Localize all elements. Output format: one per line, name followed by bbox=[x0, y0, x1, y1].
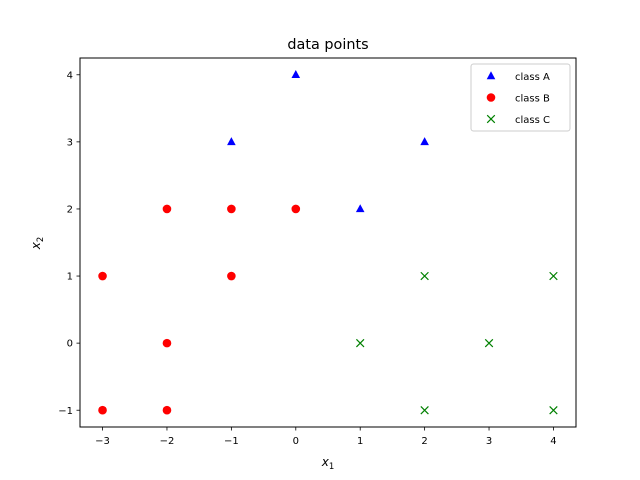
legend-box bbox=[470, 63, 571, 132]
y-axis-label: x2 bbox=[29, 237, 46, 251]
y-tick-label: −1 bbox=[58, 406, 73, 417]
chart-title: data points bbox=[287, 37, 368, 53]
plot-area bbox=[98, 70, 558, 415]
data-point-class-b bbox=[162, 338, 172, 348]
legend-label-class-c: class C bbox=[515, 115, 550, 126]
x-tick-label: 4 bbox=[550, 436, 556, 447]
data-point-class-b bbox=[162, 405, 172, 415]
legend-label-class-a: class A bbox=[515, 72, 550, 83]
data-point-class-c bbox=[420, 271, 429, 281]
data-point-class-a bbox=[420, 137, 429, 146]
x-axis: −3 −2 −1 0 1 2 3 4 bbox=[95, 427, 557, 447]
data-point-class-b bbox=[291, 204, 301, 214]
x-tick-label: −3 bbox=[95, 436, 110, 447]
x-axis-label: x1 bbox=[321, 455, 335, 472]
data-point-class-a bbox=[227, 137, 236, 146]
data-point-class-b bbox=[162, 204, 172, 214]
legend: class A class B class C bbox=[470, 63, 571, 132]
y-tick-label: 0 bbox=[67, 339, 73, 350]
data-point-class-c bbox=[549, 406, 558, 415]
y-tick-label: 4 bbox=[67, 70, 73, 81]
data-point-class-b bbox=[227, 271, 236, 281]
data-point-class-c bbox=[420, 406, 429, 415]
x-tick-label: −2 bbox=[160, 436, 175, 447]
x-tick-label: 1 bbox=[357, 436, 363, 447]
x-tick-label: −1 bbox=[224, 436, 239, 447]
data-point-class-c bbox=[549, 271, 558, 281]
data-point-class-a bbox=[355, 204, 365, 213]
y-axis: −1 0 1 2 3 4 bbox=[58, 70, 80, 417]
legend-marker-class-c bbox=[486, 114, 496, 124]
legend-marker-class-b bbox=[486, 93, 496, 102]
data-point-class-c bbox=[484, 338, 494, 348]
data-point-class-c bbox=[355, 338, 365, 348]
data-point-class-a bbox=[291, 70, 301, 78]
y-tick-label: 2 bbox=[67, 205, 73, 216]
x-tick-label: 0 bbox=[293, 436, 299, 447]
y-tick-label: 1 bbox=[67, 272, 73, 283]
data-point-class-b bbox=[98, 405, 107, 415]
data-point-class-b bbox=[98, 271, 107, 281]
y-tick-label: 3 bbox=[67, 137, 73, 148]
x-tick-label: 3 bbox=[486, 436, 492, 447]
legend-marker-class-a bbox=[486, 71, 496, 80]
axes-frame bbox=[79, 57, 577, 428]
legend-label-class-b: class B bbox=[515, 94, 550, 105]
x-tick-label: 2 bbox=[421, 436, 427, 447]
data-point-class-b bbox=[227, 204, 236, 214]
